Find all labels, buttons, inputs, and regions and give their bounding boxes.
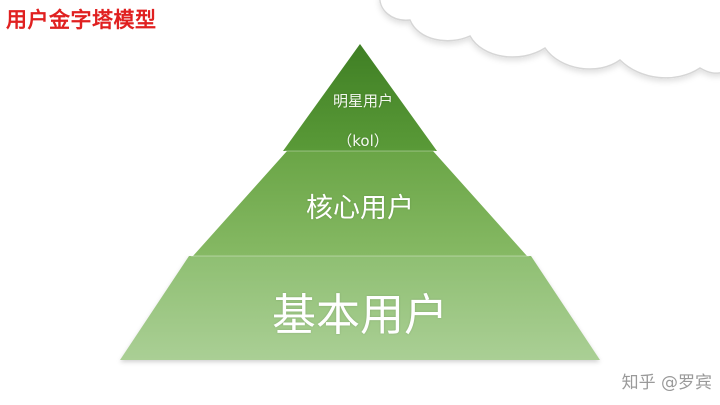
page-title: 用户金字塔模型 — [6, 8, 157, 32]
cloud-decoration — [379, 0, 720, 79]
pyramid-tier-base — [120, 256, 600, 360]
tier-top-label: 明星用户 — [332, 92, 394, 110]
tier-base-label: 基本用户 — [272, 290, 448, 341]
tier-middle-label: 核心用户 — [306, 193, 414, 224]
tier-top-sublabel: （kol） — [337, 132, 389, 150]
pyramid-tier-top — [283, 44, 437, 151]
watermark: 知乎 @罗宾 — [621, 373, 712, 393]
pyramid-tier-middle — [193, 151, 527, 256]
